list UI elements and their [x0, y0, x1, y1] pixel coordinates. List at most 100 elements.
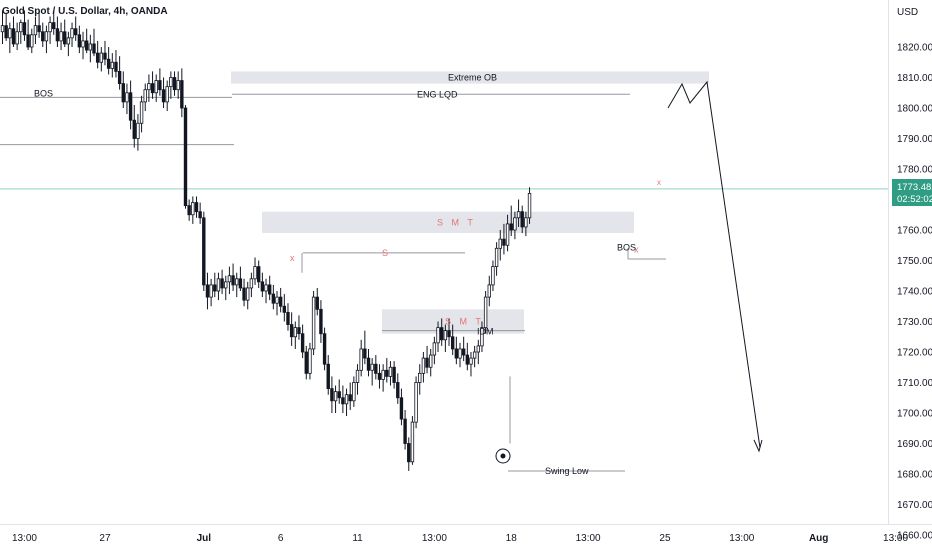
- time-tick-label: 11: [352, 533, 363, 544]
- time-axis[interactable]: 13:00 27 Jul 6 11 13:00 18 13:00 25 13:00 Aug 13:00…: [12, 533, 932, 544]
- time-tick-label: 18: [506, 533, 518, 544]
- projection-arrowhead: [753, 439, 763, 453]
- candle: [311, 291, 316, 356]
- price-tick-label: 1780.000: [897, 165, 932, 176]
- candle-body-down: [315, 296, 319, 310]
- candle: [209, 278, 213, 307]
- candle: [143, 83, 147, 112]
- candle: [439, 318, 444, 346]
- candle: [524, 211, 528, 237]
- candle: [275, 291, 279, 316]
- candle: [77, 25, 82, 54]
- bos-right-label: BOS: [617, 242, 636, 252]
- candle-body-up: [293, 327, 297, 338]
- last-price-value: 1773.485: [897, 182, 932, 193]
- candle: [385, 358, 389, 383]
- candle: [480, 321, 484, 352]
- candle-body-down: [74, 28, 78, 36]
- candle: [48, 16, 52, 44]
- candle: [128, 80, 133, 130]
- candle-body-down: [286, 311, 290, 325]
- candle-body-down: [509, 223, 513, 231]
- candle-body-up: [516, 211, 521, 219]
- candle: [381, 364, 385, 392]
- candle-body-up: [505, 223, 510, 246]
- candle-body-down: [84, 40, 89, 51]
- candle-body-down: [374, 363, 378, 374]
- candle: [443, 324, 448, 352]
- candle-body-down: [256, 266, 261, 283]
- candle: [176, 71, 180, 99]
- candle: [341, 385, 345, 413]
- candle-body-up: [19, 22, 23, 33]
- candle: [114, 50, 118, 78]
- candle-body-up: [0, 25, 5, 33]
- candle-body-up: [443, 330, 448, 341]
- price-tick-label: 1820.000: [897, 43, 932, 54]
- candle-body-up: [275, 296, 279, 304]
- candle: [84, 28, 89, 54]
- candle-body-down: [41, 31, 45, 42]
- candle: [11, 16, 16, 47]
- price-tick-label: 1710.000: [897, 378, 932, 389]
- candle: [172, 71, 177, 96]
- candle-body-up: [418, 372, 422, 383]
- swing-low-label: Swing Low: [545, 466, 589, 476]
- candle-body-up: [88, 43, 93, 51]
- candle: [169, 71, 173, 99]
- candle: [520, 205, 524, 234]
- candle: [326, 355, 330, 395]
- price-tick-label: 1790.000: [897, 134, 932, 145]
- candle: [26, 19, 30, 51]
- price-axis[interactable]: 1820.000 1810.000 1800.000 1790.000 1780.000…: [897, 43, 932, 542]
- last-price-badge-bg: [892, 179, 932, 206]
- candle: [286, 303, 290, 331]
- candle: [117, 56, 122, 90]
- candle-body-up: [227, 275, 232, 283]
- candle: [30, 28, 34, 54]
- candle-body-down: [121, 83, 125, 103]
- candle: [256, 260, 261, 288]
- candle-body-down: [297, 327, 301, 335]
- candle-body-up: [8, 28, 12, 39]
- candle: [403, 409, 407, 450]
- candle-body-down: [322, 333, 327, 365]
- candle: [348, 382, 352, 410]
- candle-body-up: [527, 192, 532, 219]
- candle: [472, 345, 477, 368]
- candle: [429, 348, 433, 377]
- candle-body-up: [487, 284, 491, 298]
- candle-body-up: [125, 92, 129, 103]
- candle: [224, 275, 228, 301]
- candle-body-down: [450, 336, 455, 350]
- candle-body-up: [333, 391, 338, 402]
- candle: [59, 22, 63, 51]
- candle-body-up: [436, 327, 440, 344]
- candle-body-down: [26, 34, 30, 48]
- candle: [161, 77, 166, 108]
- candle-body-up: [381, 369, 385, 380]
- time-tick-label: 13:00: [422, 533, 447, 544]
- candle-body-down: [363, 348, 367, 359]
- eng-lqd-label: ENG LQD: [417, 89, 458, 99]
- candle: [465, 342, 470, 371]
- candle: [509, 205, 513, 237]
- candle-body-down: [300, 333, 305, 353]
- candle: [180, 68, 184, 118]
- candle: [242, 278, 246, 307]
- candle: [491, 260, 495, 291]
- projection-path: [667, 80, 761, 449]
- candle: [44, 25, 49, 54]
- candle-body-down: [319, 308, 323, 335]
- candle: [136, 114, 140, 151]
- candle: [363, 330, 367, 365]
- candle: [513, 211, 517, 240]
- candle: [110, 53, 114, 78]
- candle-body-up: [308, 348, 312, 374]
- candle: [418, 364, 422, 395]
- candle: [81, 31, 85, 60]
- candle-body-down: [37, 25, 41, 33]
- candle-body-up: [143, 89, 147, 103]
